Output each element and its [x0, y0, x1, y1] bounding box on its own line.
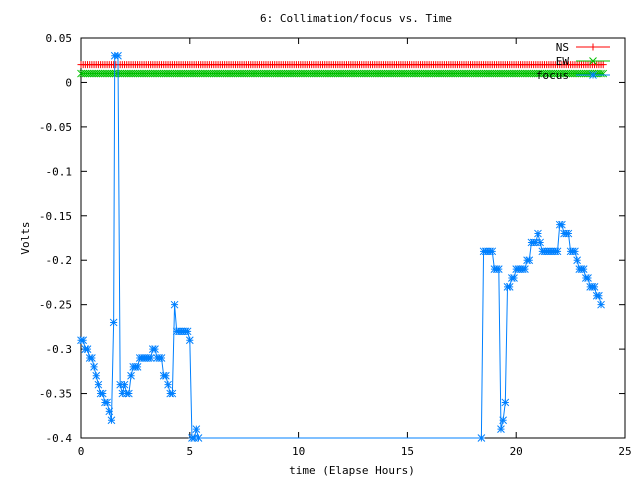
series-line-focus	[81, 55, 602, 439]
data-point-focus	[133, 363, 142, 371]
data-point-focus	[94, 380, 103, 389]
data-point-focus	[162, 371, 170, 380]
y-tick-label: -0.4	[46, 432, 73, 445]
y-tick-label: -0.35	[39, 388, 72, 401]
legend-marker-focus	[589, 71, 597, 79]
data-point-focus	[534, 229, 542, 238]
data-point-focus	[597, 300, 605, 309]
plot-area	[77, 51, 608, 442]
legend-marker-ns	[589, 43, 597, 51]
x-tick-label: 25	[618, 445, 631, 458]
data-point-focus	[501, 398, 510, 407]
data-point-focus	[553, 247, 562, 256]
y-tick-label: 0	[65, 76, 72, 89]
data-point-focus	[190, 434, 199, 442]
y-tick-label: 0.05	[46, 32, 73, 45]
series-ns	[77, 61, 607, 69]
data-point-focus	[98, 389, 107, 398]
data-point-focus	[170, 300, 179, 309]
data-point-focus	[107, 416, 116, 425]
data-point-focus	[168, 389, 177, 398]
data-point-focus	[497, 425, 505, 433]
data-point-focus	[164, 380, 172, 389]
data-point-focus	[499, 416, 507, 425]
data-point-focus	[510, 274, 518, 282]
y-axis-label: Volts	[19, 221, 32, 254]
legend-label-focus: focus	[536, 69, 569, 82]
legend-label-ew: EW	[556, 55, 570, 68]
data-point-focus	[83, 345, 92, 353]
data-point-focus	[584, 274, 592, 282]
legend-label-ns: NS	[556, 41, 569, 54]
data-point-focus	[120, 380, 129, 389]
data-point-focus	[573, 256, 581, 265]
data-point-focus	[494, 265, 503, 273]
y-tick-label: -0.15	[39, 210, 72, 223]
data-point-focus	[92, 371, 101, 380]
data-point-ew	[599, 69, 608, 78]
data-point-focus	[595, 291, 603, 300]
data-point-focus	[105, 407, 114, 416]
series-ew	[77, 69, 608, 78]
data-point-focus	[192, 425, 201, 433]
data-point-focus	[88, 354, 96, 362]
x-tick-label: 5	[186, 445, 193, 458]
data-point-focus	[571, 247, 579, 256]
data-point-focus	[90, 363, 98, 371]
data-point-focus	[185, 336, 194, 345]
data-point-ns	[599, 61, 607, 69]
data-point-focus	[157, 354, 166, 362]
plot-frame	[80, 37, 626, 439]
data-point-focus	[116, 380, 125, 389]
legend-marker-ew	[589, 57, 597, 65]
data-point-focus	[525, 256, 534, 265]
y-tick-label: -0.05	[39, 121, 72, 134]
data-point-focus	[151, 345, 159, 353]
y-tick-label: -0.1	[46, 165, 73, 178]
y-tick-label: -0.2	[46, 254, 73, 267]
data-point-focus	[531, 238, 540, 247]
data-point-focus	[125, 389, 133, 398]
data-point-focus	[183, 327, 192, 336]
data-point-focus	[127, 371, 135, 380]
data-point-focus	[536, 238, 544, 247]
x-tick-label: 10	[292, 445, 305, 458]
data-point-focus	[103, 398, 111, 407]
data-point-ew	[597, 69, 605, 78]
data-point-focus	[505, 283, 514, 291]
data-point-focus	[521, 265, 529, 273]
x-axis-label: time (Elapse Hours)	[289, 464, 415, 477]
y-tick-label: -0.3	[46, 343, 73, 356]
data-point-focus	[194, 434, 203, 442]
data-point-focus	[488, 247, 497, 256]
data-point-focus	[118, 389, 127, 398]
x-tick-label: 20	[510, 445, 523, 458]
data-point-focus	[558, 220, 566, 229]
data-point-focus	[477, 434, 486, 442]
y-tick-label: -0.25	[39, 299, 72, 312]
data-point-focus	[590, 283, 599, 291]
series-focus	[77, 51, 605, 442]
x-tick-label: 0	[78, 445, 85, 458]
data-point-focus	[579, 265, 588, 273]
data-point-focus	[79, 336, 88, 345]
data-point-focus	[109, 318, 118, 327]
data-point-focus	[146, 354, 155, 362]
data-point-focus	[114, 51, 122, 60]
data-point-focus	[564, 229, 573, 238]
x-tick-label: 15	[401, 445, 414, 458]
chart-title: 6: Collimation/focus vs. Time	[260, 12, 452, 25]
